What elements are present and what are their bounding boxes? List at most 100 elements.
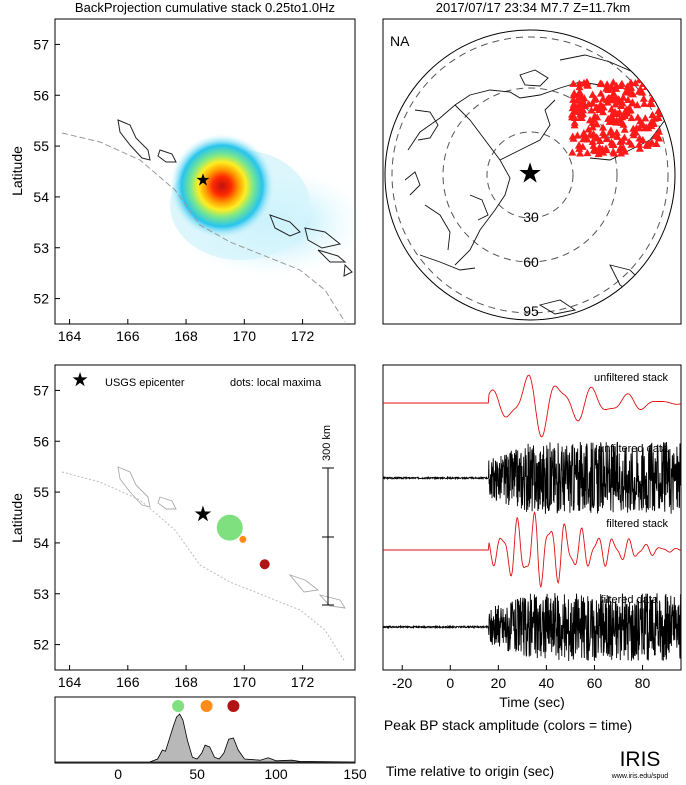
station-triangle (598, 108, 607, 116)
distance-ring-30 (486, 131, 574, 219)
globe-epicenter-star: ★ (517, 157, 542, 188)
legend-dots-label: dots: local maxima (230, 377, 322, 389)
bp-hotspot (170, 134, 274, 238)
station-triangle (597, 79, 606, 88)
region-label: NA (390, 33, 410, 49)
iris-logo-wordmark: IRIS (620, 748, 661, 771)
iris-logo: IRIS www.iris.edu/spud (611, 748, 669, 780)
y-tick-label: 53 (33, 586, 49, 602)
station-triangle (579, 129, 588, 137)
station-triangle (609, 78, 618, 86)
y-tick-label: 52 (33, 291, 49, 307)
x-tick-label: 172 (291, 328, 315, 344)
station-triangle (569, 134, 578, 142)
station-triangle (655, 134, 664, 142)
station-triangle (642, 140, 651, 149)
station-triangle (613, 132, 622, 140)
series-label-filtered-data: filtered data (601, 594, 659, 606)
series-label-unfiltered-stack: unfiltered stack (594, 372, 668, 384)
local-maxima-map: ★ ★ USGS epicenter dots: local maxima 30… (9, 364, 356, 690)
peak-time-marker (200, 700, 213, 712)
peak-time-marker (227, 700, 240, 712)
y-tick-label: 56 (33, 433, 49, 449)
station-triangle (627, 113, 636, 122)
lm-ylabel: Latitude (9, 493, 25, 543)
filtered-stack-trace (383, 511, 681, 589)
y-tick-label: 54 (33, 189, 49, 205)
station-triangle (636, 85, 645, 93)
bp-epicenter-star: ★ (195, 170, 210, 189)
station-triangle (633, 113, 642, 121)
x-tick-label: 0 (114, 766, 122, 782)
station-triangle (573, 131, 582, 139)
station-triangle (576, 113, 585, 121)
x-tick-label: -20 (392, 675, 412, 691)
distance-ring-60 (442, 87, 618, 263)
station-triangle (587, 106, 596, 114)
station-triangle (602, 95, 611, 104)
station-triangle (607, 105, 616, 113)
local-maximum-dot (216, 514, 243, 541)
left-title: BackProjection cumulative stack 0.25to1.… (75, 0, 335, 15)
station-triangle (589, 146, 598, 154)
station-triangle (640, 124, 649, 132)
right-title: 2017/07/17 23:34 M7.7 Z=11.7km (436, 0, 631, 15)
station-triangle (589, 130, 598, 138)
station-triangle (654, 127, 663, 135)
station-triangle (647, 117, 656, 126)
series-label-unfiltered-data: unfiltered data (598, 443, 669, 455)
y-tick-label: 57 (33, 382, 49, 398)
distance-ring-95 (391, 36, 669, 314)
station-triangle (590, 112, 599, 120)
x-tick-label: 164 (58, 674, 82, 690)
waveforms-panel: unfiltered stack unfiltered data filtere… (382, 364, 682, 710)
station-triangle (646, 99, 655, 108)
station-triangle (631, 79, 640, 87)
station-triangle (602, 134, 611, 143)
station-triangle (596, 136, 605, 145)
x-tick-label: 100 (264, 766, 288, 782)
station-triangle (624, 95, 633, 104)
scale-label: 300 km (321, 425, 333, 461)
station-triangle (575, 88, 584, 96)
station-triangle (619, 120, 628, 128)
station-triangle (622, 86, 631, 94)
x-tick-label: 20 (491, 675, 507, 691)
station-triangle (580, 78, 589, 87)
x-tick-label: 168 (174, 674, 198, 690)
station-triangle (616, 81, 625, 89)
station-triangle (599, 128, 608, 136)
x-tick-label: 40 (539, 675, 555, 691)
station-triangle (568, 148, 577, 156)
station-triangle (589, 141, 598, 149)
x-tick-label: 170 (233, 674, 257, 690)
station-triangle (618, 99, 627, 107)
legend-epicenter-label: USGS epicenter (105, 377, 185, 389)
station-triangle (635, 140, 644, 148)
station-triangle (619, 93, 628, 101)
x-tick-label: 60 (587, 675, 603, 691)
x-tick-label: 170 (233, 328, 257, 344)
station-triangle (628, 90, 637, 98)
ring-label-95: 95 (523, 303, 539, 319)
iris-logo-url: www.iris.edu/spud (611, 773, 669, 780)
x-tick-label: 164 (58, 328, 82, 344)
station-triangle (584, 125, 593, 133)
station-triangle (628, 99, 637, 107)
station-triangle (620, 125, 629, 133)
x-tick-label: 0 (446, 675, 454, 691)
station-triangle (632, 124, 641, 132)
station-triangle (569, 79, 578, 87)
station-triangle (635, 134, 644, 142)
station-triangle (590, 95, 599, 103)
ring-label-60: 60 (523, 254, 539, 270)
unfiltered-stack-trace (383, 374, 681, 438)
peak-amplitude-panel: 0 50 100 150 Peak BP stack amplitude (color… (54, 696, 632, 782)
waveforms-xlabel: Time (sec) (499, 694, 565, 710)
station-triangle (578, 142, 587, 150)
bp-coastline (117, 119, 353, 277)
station-triangle (613, 109, 622, 118)
station-triangle (614, 95, 623, 103)
y-tick-label: 52 (33, 637, 49, 653)
